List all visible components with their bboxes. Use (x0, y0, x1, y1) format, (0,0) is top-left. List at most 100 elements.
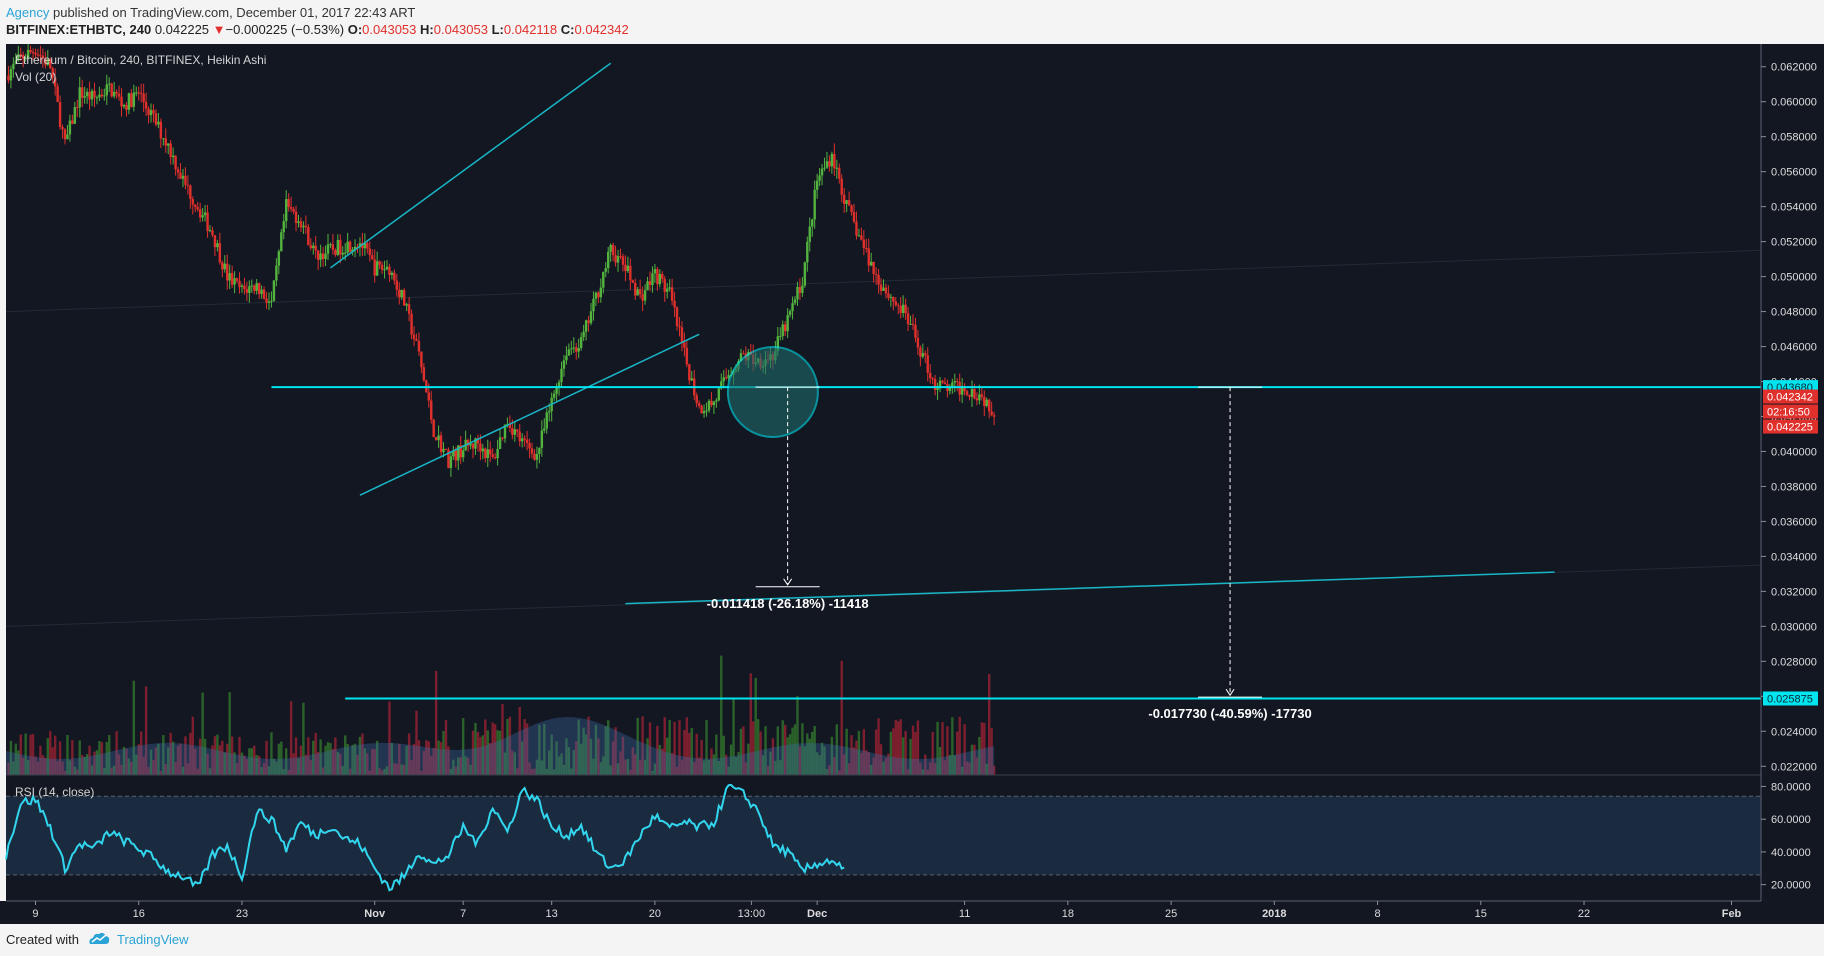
volume-bar (194, 748, 197, 775)
volume-bar (267, 766, 271, 775)
volume-bar (833, 757, 836, 775)
candle-body (936, 388, 939, 391)
candle-body (208, 230, 212, 232)
candle-body (447, 449, 450, 468)
volume-bar (221, 740, 224, 775)
volume-bar (545, 768, 548, 775)
candle-body (717, 388, 721, 401)
volume-bar (375, 740, 379, 775)
candle-body (779, 336, 782, 338)
candle-body (248, 286, 251, 293)
candle-body (238, 280, 241, 288)
candle-body (479, 443, 482, 452)
author-link[interactable]: Agency (6, 5, 50, 20)
candle-body (523, 438, 526, 440)
candle-body (83, 96, 86, 98)
volume-bar (727, 766, 730, 775)
volume-bar (493, 724, 497, 775)
time-axis-background (0, 901, 1824, 924)
candle-body (567, 349, 571, 356)
drawings: -0.011418 (-26.18%) -11418 -0.017730 (-40… (271, 62, 1761, 721)
rsi-pane (5, 774, 1761, 892)
volume-bar (990, 728, 993, 775)
candle-body (801, 285, 804, 293)
volume-bar (936, 721, 939, 775)
volume-bar (933, 763, 937, 775)
volume-bar (897, 721, 900, 775)
candle-body (557, 382, 561, 388)
volume-bar (297, 758, 300, 775)
volume-bar (56, 761, 59, 775)
candle-body (260, 289, 263, 294)
volume-bar (857, 730, 861, 775)
volume-bar (181, 766, 185, 775)
volume-bar (287, 770, 290, 775)
candle-body (66, 134, 69, 140)
volume-bar (240, 752, 244, 775)
volume-bar (95, 750, 99, 775)
volume-bar (813, 725, 816, 775)
candle-body (179, 172, 182, 179)
candle-body (346, 241, 349, 253)
candle-body (324, 253, 327, 260)
candle-body (373, 259, 376, 276)
volume-ma-area (6, 717, 995, 775)
candle-body (865, 248, 868, 250)
volume-bar (491, 722, 494, 775)
volume-bar (641, 716, 644, 775)
candle-body (788, 311, 792, 315)
volume-bar (722, 735, 725, 775)
volume-bar (66, 734, 69, 775)
volume-bar (852, 747, 856, 775)
candle-body (321, 253, 325, 260)
volume-bar (508, 716, 512, 775)
candle-body (670, 287, 674, 301)
volume-bar (228, 692, 231, 775)
candle-body (29, 50, 32, 53)
volume-bar (742, 726, 745, 775)
volume-bar (946, 726, 949, 775)
volume-bar (385, 766, 389, 775)
candle-body (339, 239, 342, 255)
candle-body (484, 448, 487, 459)
candle-body (862, 239, 866, 249)
candle-body (476, 438, 480, 444)
candle-body (493, 457, 497, 459)
candle-body (402, 290, 406, 306)
time-tick-label: 18 (1062, 908, 1074, 920)
candle-body (206, 212, 209, 231)
volume-bar (636, 717, 639, 775)
volume-bar (985, 763, 988, 775)
volume-bar (139, 731, 143, 775)
candle-body (171, 155, 175, 158)
candle-body (665, 288, 669, 292)
volume-bar (122, 746, 126, 775)
candle-body (363, 243, 367, 249)
candle-body (380, 264, 384, 270)
tradingview-link[interactable]: TradingView (117, 932, 189, 947)
price-tick-label: 0.050000 (1771, 272, 1817, 284)
volume-bar (282, 769, 285, 775)
volume-bar (670, 752, 674, 775)
volume-bar (884, 757, 888, 775)
volume-bar (567, 747, 571, 775)
candle-body (353, 246, 357, 250)
price-tick-label: 0.046000 (1771, 342, 1817, 354)
volume-bar (808, 738, 811, 775)
price-chart[interactable]: -0.011418 (-26.18%) -11418 -0.017730 (-40… (0, 44, 1824, 924)
volume-bar (344, 735, 347, 775)
candle-body (282, 221, 285, 233)
candle-body (491, 454, 494, 458)
volume-bar (673, 722, 676, 775)
volume-bar (294, 737, 298, 775)
volume-bar (511, 750, 514, 775)
candle-body (501, 437, 504, 439)
candle-body (926, 355, 929, 373)
volume-bar (164, 763, 167, 775)
open-value: 0.043053 (362, 22, 417, 37)
candle-body (835, 167, 838, 169)
candle-body (71, 120, 74, 124)
candle-body (302, 225, 305, 228)
volume-bar (621, 736, 625, 775)
candle-body (309, 245, 312, 249)
